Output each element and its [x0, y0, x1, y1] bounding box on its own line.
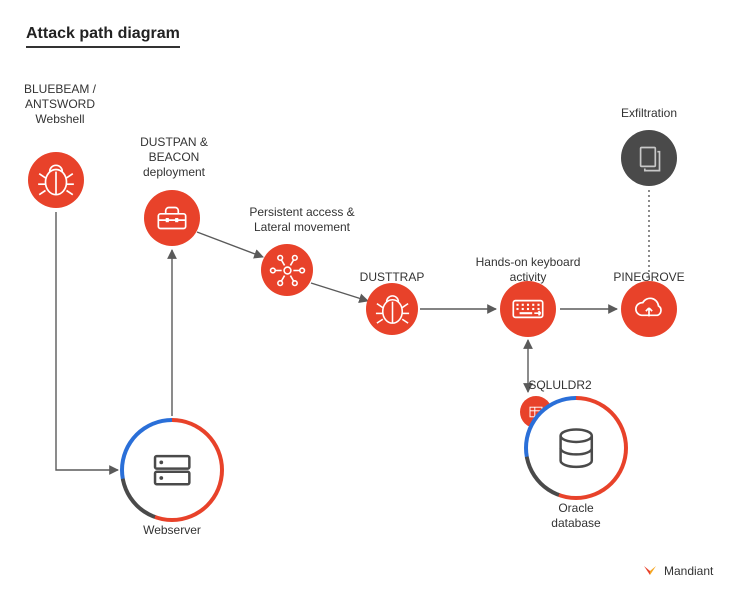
- node-webserver: [124, 422, 220, 518]
- label-hands: Hands-on keyboard activity: [476, 255, 581, 285]
- label-exfil: Exfiltration: [621, 106, 677, 121]
- label-dustpan: DUSTPAN & BEACON deployment: [140, 135, 208, 180]
- label-webserver: Webserver: [143, 523, 201, 538]
- label-lateral: Persistent access & Lateral movement: [249, 205, 354, 235]
- node-webshell: [28, 152, 84, 208]
- node-oracle: [528, 400, 624, 496]
- webserver-icon: [141, 439, 203, 501]
- oracle-icon: [545, 417, 607, 479]
- footer-brand-text: Mandiant: [664, 564, 713, 578]
- node-dustpan: [144, 190, 200, 246]
- dusttrap-icon: [373, 290, 412, 329]
- pinegrove-icon: [628, 288, 670, 330]
- node-dusttrap: [366, 283, 418, 335]
- label-webshell: BLUEBEAM / ANTSWORD Webshell: [24, 82, 96, 127]
- node-hands: [500, 281, 556, 337]
- webshell-icon: [35, 159, 77, 201]
- label-sqluldr2: SQLULDR2: [528, 378, 591, 393]
- node-lateral: [261, 244, 313, 296]
- mandiant-logo-icon: [642, 563, 658, 579]
- lateral-icon: [268, 251, 307, 290]
- node-exfil: [621, 130, 677, 186]
- exfil-icon: [628, 137, 670, 179]
- label-dusttrap: DUSTTRAP: [360, 270, 425, 285]
- footer-brand: Mandiant: [642, 563, 713, 579]
- diagram-stage: BLUEBEAM / ANTSWORD Webshell DUSTPAN & BE…: [0, 0, 741, 589]
- label-oracle: Oracle database: [551, 501, 600, 531]
- dustpan-icon: [151, 197, 193, 239]
- hands-icon: [507, 288, 549, 330]
- node-pinegrove: [621, 281, 677, 337]
- label-pinegrove: PINEGROVE: [613, 270, 684, 285]
